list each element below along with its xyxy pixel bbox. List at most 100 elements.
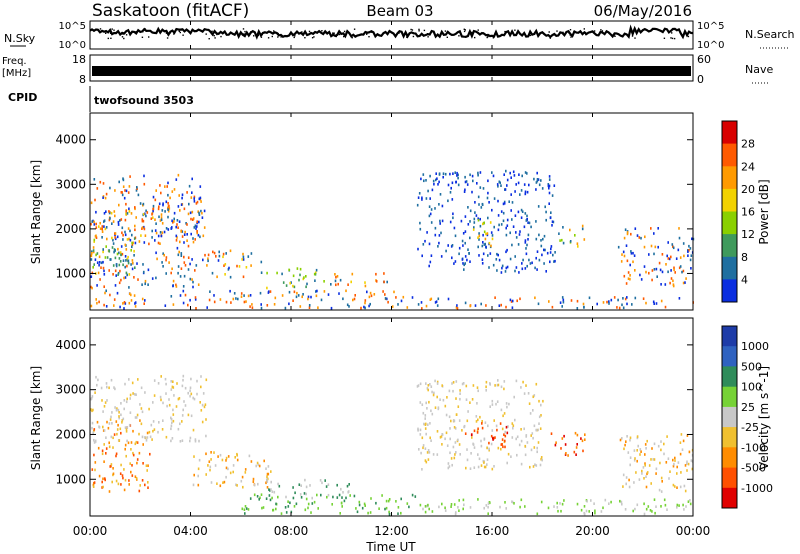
range-time-cell	[400, 497, 402, 501]
range-time-cell	[167, 202, 169, 205]
range-time-cell	[678, 297, 681, 300]
range-time-cell	[316, 493, 318, 497]
range-time-cell	[175, 285, 178, 288]
range-time-cell	[116, 407, 118, 410]
range-time-cell	[631, 303, 633, 306]
range-time-cell	[535, 428, 537, 432]
range-time-cell	[660, 283, 662, 286]
range-time-cell	[110, 378, 113, 382]
range-time-cell	[92, 431, 94, 435]
range-time-cell	[172, 386, 175, 389]
range-time-cell	[626, 435, 628, 438]
range-time-cell	[577, 245, 579, 248]
range-time-cell	[653, 442, 656, 446]
range-time-cell	[691, 467, 694, 471]
range-time-cell	[490, 231, 493, 234]
range-time-cell	[118, 415, 120, 418]
range-time-cell	[159, 242, 161, 245]
range-time-cell	[643, 512, 646, 516]
range-time-cell	[124, 265, 126, 269]
range-time-cell	[203, 405, 206, 409]
range-time-cell	[155, 222, 157, 225]
nsearch-dot	[321, 30, 323, 32]
range-time-cell	[92, 266, 94, 269]
y-tick-label: 3000	[55, 177, 86, 191]
range-time-cell	[107, 426, 110, 430]
range-time-cell	[104, 256, 107, 259]
range-time-cell	[93, 453, 95, 457]
range-time-cell	[108, 269, 110, 272]
range-time-cell	[431, 188, 434, 192]
range-time-cell	[148, 430, 151, 434]
range-time-cell	[209, 290, 211, 293]
range-time-cell	[625, 476, 628, 479]
range-time-cell	[94, 468, 96, 472]
range-time-cell	[524, 267, 527, 270]
range-time-cell	[370, 497, 372, 500]
nsearch-dot	[600, 29, 602, 31]
range-time-cell	[518, 443, 521, 447]
range-time-cell	[440, 435, 443, 438]
range-time-cell	[162, 202, 164, 205]
range-time-cell	[655, 505, 657, 508]
range-time-cell	[131, 474, 134, 477]
range-time-cell	[164, 210, 166, 213]
range-time-cell	[472, 443, 475, 446]
range-time-cell	[636, 436, 639, 440]
range-time-cell	[162, 203, 164, 207]
range-time-cell	[170, 427, 172, 431]
range-time-cell	[393, 290, 395, 294]
range-time-cell	[217, 455, 219, 458]
range-time-cell	[93, 240, 95, 243]
y-tick-label: 1000	[55, 266, 86, 280]
range-time-cell	[640, 236, 642, 240]
range-time-cell	[482, 233, 484, 237]
range-time-cell	[467, 248, 469, 251]
nsearch-dot	[631, 35, 634, 37]
range-time-cell	[475, 420, 478, 423]
range-time-cell	[148, 242, 150, 246]
range-time-cell	[505, 402, 508, 405]
range-time-cell	[136, 413, 139, 417]
range-time-cell	[141, 410, 144, 414]
range-time-cell	[243, 508, 246, 511]
range-time-cell	[141, 479, 144, 482]
range-time-cell	[315, 268, 318, 272]
range-time-cell	[677, 248, 680, 252]
range-time-cell	[431, 412, 434, 416]
range-time-cell	[454, 441, 457, 444]
range-time-cell	[671, 243, 674, 246]
x-tick-label: 12:00	[374, 524, 409, 538]
range-time-cell	[576, 502, 579, 506]
range-time-cell	[95, 234, 97, 238]
range-time-cell	[534, 296, 536, 300]
range-time-cell	[273, 303, 276, 306]
range-time-cell	[193, 197, 195, 200]
range-time-cell	[524, 241, 527, 244]
range-time-cell	[562, 241, 565, 245]
nsearch-dot	[671, 37, 674, 40]
range-time-cell	[639, 448, 642, 451]
range-time-cell	[421, 254, 423, 258]
range-time-cell	[118, 281, 121, 285]
range-time-cell	[451, 198, 454, 201]
range-time-cell	[197, 483, 200, 487]
range-time-cell	[155, 189, 157, 192]
range-time-cell	[163, 230, 166, 234]
range-time-cell	[257, 482, 259, 486]
range-time-cell	[198, 458, 201, 462]
range-time-cell	[677, 461, 680, 464]
range-time-cell	[530, 448, 533, 452]
range-time-cell	[196, 379, 198, 383]
colorbar-tick-label: -1000	[741, 482, 773, 495]
range-time-cell	[445, 249, 447, 253]
range-time-cell	[387, 300, 389, 304]
range-time-cell	[451, 382, 453, 385]
range-time-cell	[189, 262, 191, 266]
range-time-cell	[102, 250, 104, 254]
range-time-cell	[236, 454, 238, 457]
range-time-cell	[292, 486, 294, 489]
range-time-cell	[660, 299, 663, 303]
range-time-cell	[119, 305, 121, 309]
range-time-cell	[421, 196, 423, 200]
